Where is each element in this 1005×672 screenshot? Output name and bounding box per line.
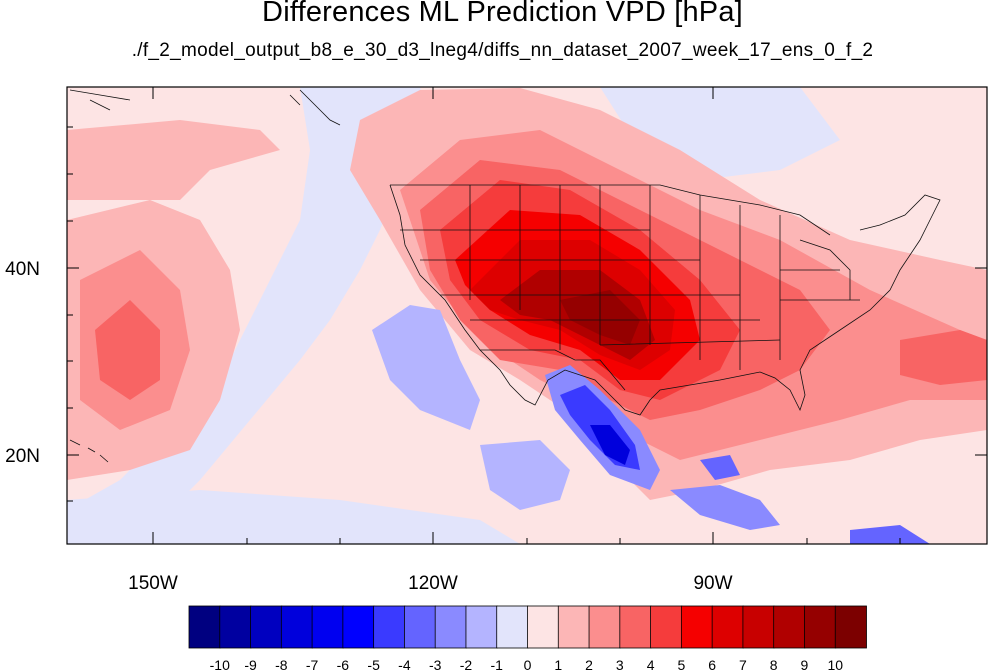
colorbar-label: 1	[554, 657, 562, 672]
colorbar-label: -4	[398, 657, 411, 672]
colorbar: -10 -9 -8 -7 -6 -5 -4 -3 -2 -1 0 1 2 3 4 5 6 7 8 9 10	[188, 605, 867, 672]
colorbar-swatch	[711, 605, 744, 649]
field-pacific-south-blue	[480, 440, 570, 510]
colorbar-label: 7	[739, 657, 747, 672]
colorbar-label: -1	[491, 657, 504, 672]
border-mexico	[480, 349, 626, 391]
colorbar-swatch	[619, 605, 652, 649]
plot-title: Differences ML Prediction VPD [hPa]	[262, 0, 743, 28]
colorbar-swatch	[650, 605, 683, 649]
field-atlantic-high	[900, 330, 987, 385]
colorbar-swatch	[804, 605, 837, 649]
field-ne-light	[840, 87, 987, 250]
map-field	[67, 87, 987, 544]
colorbar-swatch	[188, 605, 221, 649]
coastline	[389, 184, 941, 416]
coastline-aleutian	[69, 89, 131, 111]
colorbar-swatch	[434, 605, 467, 649]
field-se-blue	[850, 525, 930, 544]
colorbar-label: 10	[827, 657, 843, 672]
plot-subtitle: ./f_2_model_output_b8_e_30_d3_lneg4/diff…	[131, 40, 874, 61]
colorbar-swatch	[465, 605, 498, 649]
colorbar-label: 6	[708, 657, 716, 672]
colorbar-label: 8	[770, 657, 778, 672]
colorbar-label: -7	[306, 657, 319, 672]
colorbar-swatch	[342, 605, 375, 649]
state-lines-east	[780, 239, 860, 301]
colorbar-label: -6	[337, 657, 350, 672]
state-lines-horizontal	[400, 229, 781, 346]
colorbar-swatch	[834, 605, 867, 649]
colorbar-label: 3	[616, 657, 624, 672]
colorbar-swatch	[250, 605, 283, 649]
x-tick-120w: 120W	[408, 573, 458, 594]
colorbar-swatch	[557, 605, 590, 649]
colorbar-label: 5	[677, 657, 685, 672]
y-tick-40n: 40N	[5, 259, 40, 280]
colorbar-swatch	[373, 605, 406, 649]
field-baja-blue	[372, 305, 480, 430]
colorbar-label: -5	[367, 657, 380, 672]
colorbar-label: 9	[801, 657, 809, 672]
field-hawaii-core	[95, 300, 160, 400]
field-pacific-band	[67, 87, 430, 544]
x-tick-150w: 150W	[128, 573, 178, 594]
border-canada	[390, 184, 831, 236]
colorbar-label: 4	[647, 657, 655, 672]
field-mexico-deep	[590, 425, 630, 465]
hawaii-islands	[69, 439, 109, 463]
state-lines-vertical	[469, 185, 781, 370]
coastline-alaska	[289, 89, 341, 126]
x-tick-90w: 90W	[693, 573, 732, 594]
y-tick-20n: 20N	[5, 446, 40, 467]
colorbar-swatch	[404, 605, 437, 649]
colorbar-swatch	[527, 605, 560, 649]
colorbar-swatch	[496, 605, 529, 649]
colorbar-swatch	[742, 605, 775, 649]
colorbar-swatch	[219, 605, 252, 649]
colorbar-label: -8	[275, 657, 288, 672]
colorbar-swatch	[773, 605, 806, 649]
map-boundaries	[69, 89, 941, 463]
colorbar-swatch	[280, 605, 313, 649]
colorbar-label: -2	[460, 657, 473, 672]
colorbar-label: -9	[244, 657, 257, 672]
colorbar-label: 2	[585, 657, 593, 672]
colorbar-label: -10	[210, 657, 230, 672]
colorbar-swatch	[311, 605, 344, 649]
colorbar-label: -3	[429, 657, 442, 672]
colorbar-label: 0	[524, 657, 532, 672]
colorbar-swatch	[680, 605, 714, 649]
field-south-band	[67, 490, 520, 544]
field-caribbean-blue	[700, 455, 740, 480]
axis-ticks	[67, 87, 987, 544]
colorbar-swatch	[588, 605, 621, 649]
field-central-america-blue	[670, 485, 780, 530]
field-nw-pink	[67, 120, 280, 200]
